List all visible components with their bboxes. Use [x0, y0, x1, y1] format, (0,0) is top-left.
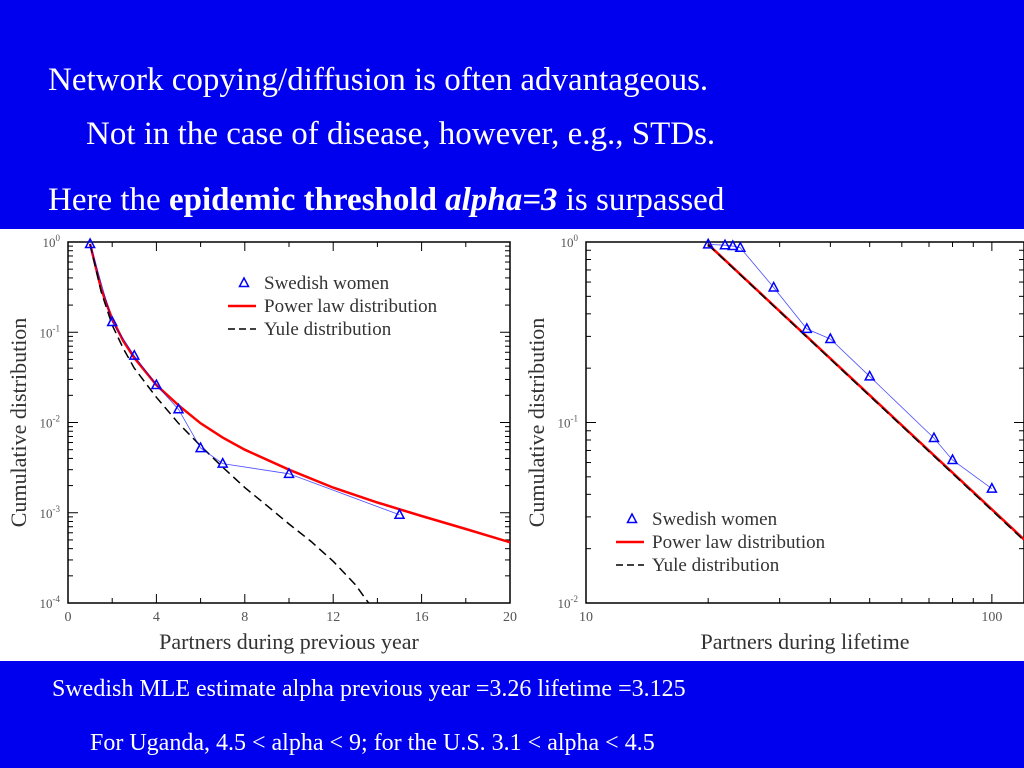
- x-axis-label: Partners during previous year: [159, 629, 419, 654]
- y-tick-exponent: -2: [53, 414, 61, 424]
- legend-label: Yule distribution: [264, 319, 392, 340]
- data-point-swedish-women: [734, 241, 747, 252]
- y-tick-base: 10: [40, 416, 53, 431]
- y-tick-label: 10-2: [558, 594, 579, 611]
- data-point-swedish-women: [946, 453, 959, 465]
- y-tick-exponent: -4: [53, 594, 61, 604]
- data-point-swedish-women: [128, 349, 141, 360]
- footnote-swedish-mle: Swedish MLE estimate alpha previous year…: [52, 676, 686, 702]
- x-tick-label: 20: [503, 610, 517, 625]
- y-tick-base: 10: [43, 235, 56, 250]
- x-tick-label: 8: [241, 610, 248, 625]
- headline-line-3: Here the epidemic threshold alpha=3 is s…: [48, 182, 724, 219]
- series-swedish-women-line: [89, 243, 400, 516]
- data-point-swedish-women: [767, 280, 780, 292]
- legend-marker-swedish-women: [626, 512, 638, 524]
- y-tick-exponent: 0: [56, 233, 61, 243]
- y-axis-label: Cumulative distribution: [6, 318, 31, 528]
- data-point-swedish-women: [194, 441, 207, 453]
- data-point-swedish-women: [702, 237, 714, 249]
- y-tick-base: 10: [40, 506, 53, 521]
- data-point-swedish-women: [106, 315, 118, 327]
- x-tick-label: 16: [415, 610, 429, 625]
- legend-label: Power law distribution: [652, 532, 826, 553]
- data-point-swedish-women: [150, 378, 163, 390]
- x-tick-label: 4: [153, 610, 160, 625]
- legend-label: Swedish women: [652, 509, 778, 530]
- data-point-swedish-women: [84, 237, 96, 249]
- data-point-swedish-women: [719, 238, 731, 250]
- y-tick-label: 10-1: [40, 323, 61, 340]
- y-tick-label: 10-2: [40, 414, 61, 431]
- headline-line-1: Network copying/diffusion is often advan…: [48, 62, 709, 98]
- y-tick-exponent: -3: [53, 504, 61, 514]
- y-tick-base: 10: [40, 596, 53, 611]
- data-point-swedish-women: [216, 457, 229, 468]
- series-yule-distribution-line: [89, 243, 370, 603]
- footnote-uganda-us: For Uganda, 4.5 < alpha < 9; for the U.S…: [90, 730, 655, 756]
- legend-label: Yule distribution: [652, 555, 780, 576]
- headline-line-2: Not in the case of disease, however, e.g…: [86, 116, 716, 152]
- y-tick-label: 10-1: [558, 414, 579, 431]
- headline-line-3-suffix: is surpassed: [557, 182, 725, 218]
- x-axis-label: Partners during lifetime: [701, 629, 910, 654]
- y-tick-label: 10-4: [40, 594, 61, 611]
- y-tick-label: 10-3: [40, 504, 61, 521]
- y-tick-base: 10: [558, 596, 571, 611]
- data-point-swedish-women: [727, 239, 739, 251]
- legend-label: Swedish women: [264, 273, 390, 294]
- data-point-swedish-women: [824, 332, 837, 344]
- series-yule-distribution-line: [707, 244, 1024, 542]
- y-tick-label: 100: [561, 233, 579, 250]
- y-tick-label: 100: [43, 233, 61, 250]
- series-swedish-women-line: [708, 244, 993, 490]
- chart-panel-previous-year: 0 4 8 12 16 20 100 10-1 10-2 10-3 10-4 Partners dur…: [0, 229, 528, 661]
- chart-panel-lifetime: 10 100 100 10-1 10-2 Partners during lifetime…: [528, 229, 1024, 661]
- legend-marker-swedish-women: [238, 276, 250, 288]
- y-axis-label: Cumulative distribution: [528, 318, 549, 528]
- legend-label: Power law distribution: [264, 296, 438, 317]
- headline-line-3-alpha: alpha=3: [445, 182, 558, 218]
- headline-line-3-prefix: Here the: [48, 182, 169, 218]
- data-point-swedish-women: [172, 402, 185, 414]
- data-point-swedish-women: [986, 482, 998, 493]
- y-tick-base: 10: [40, 325, 53, 340]
- data-point-swedish-women: [283, 467, 295, 479]
- x-tick-label: 100: [981, 610, 1002, 625]
- x-tick-label: 10: [579, 610, 593, 625]
- data-point-swedish-women: [393, 508, 406, 520]
- data-point-swedish-women: [928, 431, 940, 443]
- y-tick-base: 10: [561, 235, 574, 250]
- x-tick-label: 0: [65, 610, 72, 625]
- y-tick-exponent: -2: [571, 594, 579, 604]
- y-tick-exponent: 0: [574, 233, 579, 243]
- plot-area: [707, 243, 1024, 542]
- y-tick-exponent: -1: [53, 323, 61, 333]
- data-point-swedish-women: [801, 322, 813, 334]
- y-tick-base: 10: [558, 416, 571, 431]
- data-point-swedish-women: [863, 369, 876, 381]
- headline-line-3-bold: epidemic threshold: [168, 182, 446, 218]
- y-tick-exponent: -1: [571, 414, 579, 424]
- x-tick-label: 12: [326, 610, 340, 625]
